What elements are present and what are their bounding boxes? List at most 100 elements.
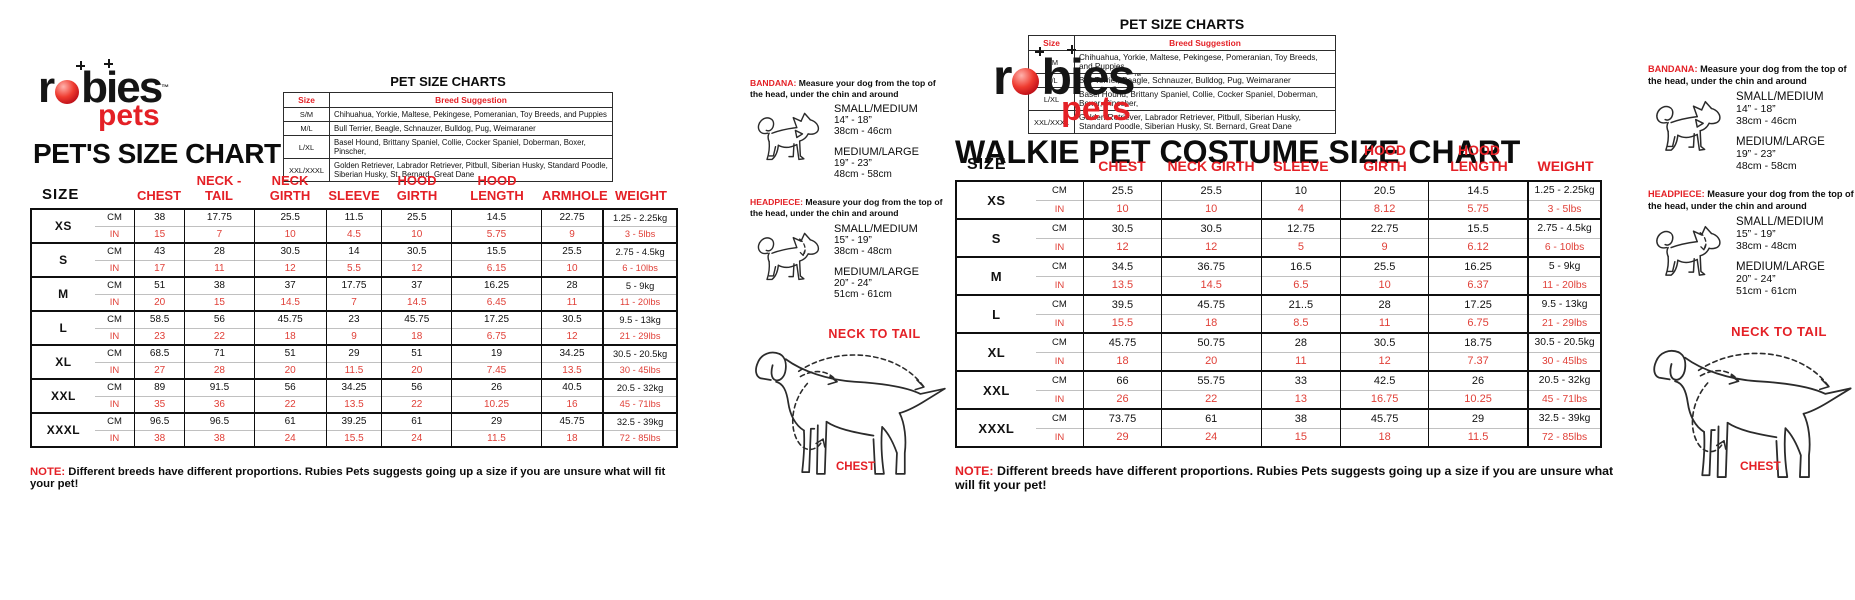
value-cell-cm: 17.25: [1427, 294, 1529, 314]
value-cell-cm: 96.5: [134, 412, 185, 430]
unit-label-in: IN: [1035, 275, 1084, 295]
breed-size-cell: XXL/XXXL: [1028, 110, 1075, 134]
unit-label-cm: CM: [1035, 256, 1084, 276]
size-row-cm: XL CM 68.5 71 51 29 51 19 34.25 30.5 - 20.5kg: [31, 344, 677, 379]
size-name: MEDIUM/LARGE: [834, 265, 919, 278]
rubies-pets-logo: r bies ™ pets: [993, 44, 1142, 126]
value-cell-cm: 5 - 9kg: [602, 276, 677, 294]
breed-suggestion-table: Size Breed Suggestion S/M Chihuahua, Yorkie…: [1028, 35, 1336, 134]
bandana-sizes: SMALL/MEDIUM 14” - 18” 38cm - 46cm MEDIU…: [1736, 91, 1825, 181]
value-cell-cm: 20.5 - 32kg: [602, 378, 677, 396]
breed-size-cell: S/M: [283, 107, 330, 122]
size-row-in: IN 15 7 10 4.5 10 5.75 9 3 - 5lbs: [31, 225, 677, 243]
size-cm: 38cm - 46cm: [1736, 115, 1797, 127]
breed-row: S/M Chihuahua, Yorkie, Maltese, Pekingese…: [1028, 50, 1336, 74]
value-cell-in: 11.5: [451, 429, 542, 447]
size-cm: 51cm - 61cm: [1736, 285, 1797, 297]
value-cell-in: 6 - 10lbs: [1527, 237, 1601, 257]
value-cell-cm: 73.75: [1083, 408, 1162, 428]
unit-label-in: IN: [94, 395, 135, 413]
unit-label-in: IN: [94, 259, 135, 277]
headpiece-instructions: HEADPIECE: Measure your dog from the top…: [1648, 189, 1855, 212]
value-cell-in: 6.15: [451, 259, 542, 277]
size-row-cm: XS CM 38 17.75 25.5 11.5 25.5 14.5 22.75 1.25 - 2…: [31, 208, 677, 243]
unit-label-cm: CM: [1035, 370, 1084, 390]
column-header: ARMHOLE: [542, 188, 608, 203]
value-cell-cm: 18.75: [1427, 332, 1529, 352]
value-cell-cm: 96.5: [184, 412, 255, 430]
size-label: XXXL: [31, 412, 95, 447]
breed-list-cell: Basel Hound, Brittany Spaniel, Collie, C…: [1074, 87, 1336, 111]
size-row-cm: S CM 43 28 30.5 14 30.5 15.5 25.5 2.75 - 4.5kg: [31, 242, 677, 277]
value-cell-in: 3 - 5lbs: [1527, 199, 1601, 219]
size-cm: 38cm - 46cm: [834, 126, 892, 138]
bandana-text: Measure your dog from the top of the hea…: [750, 78, 936, 99]
unit-label-cm: CM: [94, 344, 135, 362]
value-cell-cm: 16.25: [451, 276, 542, 294]
value-cell-in: 6.75: [1427, 313, 1529, 333]
neck-to-tail-label: NECK TO TAIL: [828, 326, 921, 341]
size-label: XL: [31, 344, 95, 379]
left-chart-title: PET'S SIZE CHART: [33, 138, 281, 169]
value-cell-in: 10: [1083, 199, 1162, 219]
size-inches: 15” - 19”: [834, 234, 872, 246]
size-row-cm: XXL CM 66 55.75 33 42.5 26 20.5 - 32kg: [956, 370, 1601, 409]
size-row-in: IN 27 28 20 11.5 20 7.45 13.5 30 - 45lbs: [31, 361, 677, 379]
value-cell-in: 7.45: [451, 361, 542, 379]
neck-to-tail-label: NECK TO TAIL: [1731, 324, 1827, 339]
value-cell-cm: 30.5: [1083, 218, 1162, 238]
value-cell-cm: 1.25 - 2.25kg: [602, 208, 677, 226]
size-row-in: IN 13.5 14.5 6.5 10 6.37 11 - 20lbs: [956, 275, 1601, 295]
value-cell-in: 18: [1160, 313, 1262, 333]
value-cell-in: 24: [1160, 427, 1262, 447]
value-cell-in: 12: [253, 259, 327, 277]
size-label: XXL: [956, 370, 1036, 409]
value-cell-cm: 51: [253, 344, 327, 362]
value-cell-cm: 30.5 - 20.5kg: [602, 344, 677, 362]
value-cell-in: 12: [1083, 237, 1162, 257]
breed-row: XXL/XXXL Golden Retriever, Labrador Retri…: [1028, 110, 1336, 134]
value-cell-in: 10: [381, 225, 452, 243]
size-row-in: IN 18 20 11 12 7.37 30 - 45lbs: [956, 351, 1601, 371]
big-dog-measure-illustration: NECK TO TAIL CHEST: [750, 326, 946, 499]
value-cell-in: 13: [1260, 389, 1341, 409]
bandana-instructions: BANDANA: Measure your dog from the top o…: [1648, 64, 1855, 87]
value-cell-in: 20: [381, 361, 452, 379]
unit-label-in: IN: [1035, 237, 1084, 257]
value-cell-in: 6 - 10lbs: [602, 259, 677, 277]
size-label: S: [956, 218, 1036, 257]
size-row-cm: XXL CM 89 91.5 56 34.25 56 26 40.5 20.5 - 32kg: [31, 378, 677, 413]
breed-suggestion-header: Breed Suggestion: [329, 92, 613, 108]
size-table-body: XS CM 38 17.75 25.5 11.5 25.5 14.5 22.75 1.25 - 2…: [30, 208, 678, 448]
value-cell-cm: 17.25: [451, 310, 542, 328]
value-cell-in: 18: [1083, 351, 1162, 371]
unit-label-cm: CM: [94, 208, 135, 226]
value-cell-in: 12: [381, 259, 452, 277]
rubies-pets-logo: r bies ™ pets: [38, 58, 169, 131]
breed-size-header: Size: [283, 92, 330, 108]
size-label: L: [956, 294, 1036, 333]
value-cell-in: 16: [540, 395, 604, 413]
bandana-size-ml: MEDIUM/LARGE 19” - 23” 48cm - 58cm: [1736, 136, 1825, 172]
breed-row: M/L Bull Terrier, Beagle, Schnauzer, Bull…: [283, 121, 613, 136]
size-row-in: IN 38 38 24 15.5 24 11.5 18 72 - 85lbs: [31, 429, 677, 447]
size-name: SMALL/MEDIUM: [1736, 216, 1824, 228]
size-row-in: IN 23 22 18 9 18 6.75 12 21 - 29lbs: [31, 327, 677, 345]
value-cell-in: 13.5: [1083, 275, 1162, 295]
size-inches: 19” - 23”: [834, 158, 872, 170]
value-cell-in: 10: [253, 225, 327, 243]
measure-guide-right: BANDANA: Measure your dog from the top o…: [1648, 64, 1855, 503]
size-row-in: IN 12 12 5 9 6.12 6 - 10lbs: [956, 237, 1601, 257]
value-cell-in: 9: [540, 225, 604, 243]
size-row-in: IN 15.5 18 8.5 11 6.75 21 - 29lbs: [956, 313, 1601, 333]
value-cell-in: 12: [1160, 237, 1262, 257]
bandana-size-ml: MEDIUM/LARGE 19” - 23” 48cm - 58cm: [834, 146, 919, 180]
size-inches: 14” - 18”: [1736, 103, 1776, 115]
value-cell-in: 72 - 85lbs: [1527, 427, 1601, 447]
size-row-cm: L CM 58.5 56 45.75 23 45.75 17.25 30.5 9.5 - 13kg: [31, 310, 677, 345]
value-cell-in: 15: [184, 293, 255, 311]
headpiece-label: HEADPIECE:: [1648, 189, 1705, 199]
value-cell-cm: 61: [253, 412, 327, 430]
headpiece-size-ml: MEDIUM/LARGE 20” - 24” 51cm - 61cm: [834, 266, 919, 300]
value-cell-cm: 61: [1160, 408, 1262, 428]
